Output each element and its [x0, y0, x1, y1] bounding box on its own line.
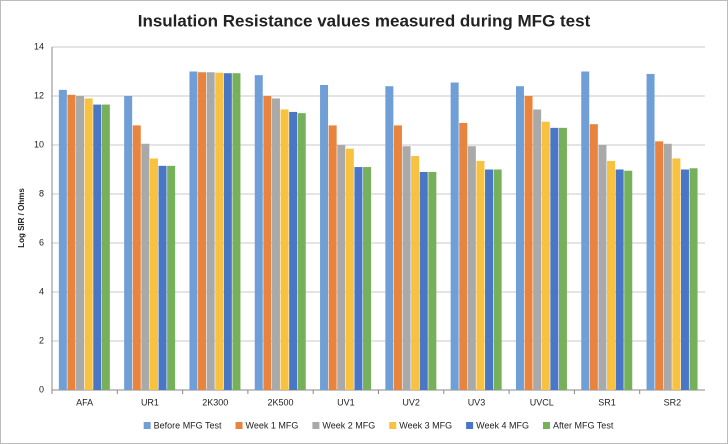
legend-label: Week 3 MFG: [399, 420, 452, 430]
bar: [467, 146, 476, 390]
bar: [158, 165, 167, 390]
bar: [167, 165, 176, 390]
y-tick-label: 2: [39, 335, 44, 345]
legend-swatch: [466, 422, 474, 429]
x-tick-label: UVCL: [530, 397, 554, 407]
legend-label: After MFG Test: [553, 420, 614, 430]
bar: [141, 143, 150, 390]
x-tick-label: UR1: [141, 397, 159, 407]
bar: [385, 86, 394, 390]
bar: [581, 71, 590, 390]
bar: [232, 73, 241, 390]
bar: [493, 169, 502, 390]
legend-label: Week 2 MFG: [322, 420, 375, 430]
bar: [132, 125, 141, 391]
bar: [655, 141, 664, 390]
bar: [672, 158, 681, 390]
bar: [550, 127, 559, 390]
bar: [345, 148, 354, 390]
bar: [624, 170, 633, 390]
x-tick-label: 2K300: [202, 397, 228, 407]
bar: [289, 111, 298, 391]
bar: [646, 73, 655, 390]
bar: [337, 145, 346, 390]
bar: [101, 104, 110, 390]
bar: [515, 86, 524, 390]
bar: [689, 168, 698, 390]
bar: [663, 143, 672, 390]
x-tick-label: 2K500: [268, 397, 294, 407]
legend-swatch: [312, 422, 320, 429]
bar: [541, 121, 550, 390]
bar: [254, 75, 263, 391]
bar: [271, 98, 280, 390]
legend-label: Week 1 MFG: [246, 420, 299, 430]
y-tick-label: 0: [39, 384, 44, 394]
x-tick-label: SR1: [598, 397, 616, 407]
x-tick-label: SR2: [664, 397, 682, 407]
legend-swatch: [389, 422, 397, 429]
bar: [84, 98, 93, 390]
bar: [533, 109, 542, 390]
bar: [363, 167, 372, 390]
bar: [328, 125, 337, 391]
bar: [419, 171, 428, 390]
y-axis-label: Log SIR / Ohms: [17, 188, 26, 248]
bar: [558, 127, 567, 390]
legend-swatch: [235, 422, 243, 429]
bar: [206, 72, 215, 391]
bar: [450, 82, 459, 391]
bar: [607, 160, 616, 390]
bar: [320, 84, 329, 390]
x-tick-label: UV1: [337, 397, 355, 407]
bar: [223, 73, 232, 390]
bar: [598, 145, 607, 390]
legend-label: Before MFG Test: [154, 420, 222, 430]
bar: [459, 122, 468, 390]
bar: [615, 169, 624, 390]
y-tick-label: 8: [39, 188, 44, 198]
x-tick-label: UV2: [402, 397, 420, 407]
bar: [93, 104, 102, 390]
bar: [215, 72, 224, 390]
y-tick-label: 10: [34, 139, 44, 149]
bar: [524, 96, 533, 390]
bar: [189, 71, 198, 390]
bar: [680, 169, 689, 390]
bar: [76, 96, 85, 390]
legend-swatch: [143, 422, 151, 429]
bar: [263, 96, 272, 390]
y-tick-label: 4: [39, 286, 44, 296]
bar: [393, 125, 402, 391]
legend-swatch: [542, 422, 550, 429]
bar: [402, 146, 411, 390]
bar: [67, 94, 76, 391]
y-tick-label: 14: [34, 41, 44, 51]
legend-label: Week 4 MFG: [476, 420, 529, 430]
bar: [411, 156, 420, 390]
y-tick-label: 12: [34, 90, 44, 100]
bar: [476, 160, 485, 390]
y-tick-label: 6: [39, 237, 44, 247]
bar: [198, 72, 207, 391]
bar: [354, 167, 363, 390]
bar: [428, 171, 437, 390]
bar: [124, 96, 133, 390]
bar: [149, 158, 158, 390]
bar: [58, 89, 67, 390]
bar: [280, 109, 289, 390]
x-tick-label: UV3: [468, 397, 486, 407]
bar: [589, 124, 598, 391]
bar: [297, 113, 306, 391]
x-tick-label: AFA: [76, 397, 93, 407]
chart-title: Insulation Resistance values measured du…: [138, 11, 591, 30]
bar: [485, 169, 494, 390]
